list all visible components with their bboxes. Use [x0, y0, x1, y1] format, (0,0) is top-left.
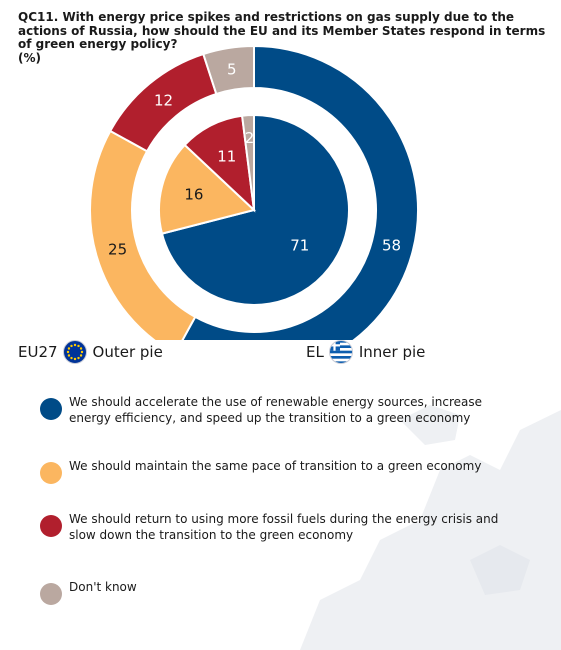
outer-label-dont-know: 5	[227, 61, 237, 79]
inner-slice-maintain	[158, 143, 257, 235]
inner-label-dont-know: 2	[245, 129, 255, 147]
outer-slice-accelerate	[181, 44, 419, 340]
outer-label-fossil: 12	[154, 92, 173, 110]
inner-label-accelerate: 71	[290, 237, 309, 255]
legend-item-accelerate: We should accelerate the use of renewabl…	[40, 394, 509, 426]
eu-flag-icon	[62, 340, 87, 364]
inner-label-maintain: 16	[184, 186, 203, 204]
inner-slice-dont-know	[240, 113, 255, 211]
outer-ring	[89, 44, 419, 340]
outer-label-maintain: 25	[108, 241, 127, 259]
donut-chart: 58 25 12 5 71 16 11 2	[89, 44, 419, 340]
title-block: QC11. With energy price spikes and restr…	[18, 10, 548, 65]
legend-swatch	[40, 583, 62, 605]
slice-labels: 58 25 12 5 71 16 11 2	[108, 61, 401, 259]
legend-swatch	[40, 398, 62, 420]
outer-slice-dont-know	[202, 44, 255, 96]
legend-swatch	[40, 515, 62, 537]
unit-label: (%)	[18, 50, 41, 65]
legend-label: We should accelerate the use of renewabl…	[69, 395, 483, 425]
inner-slice-accelerate	[160, 113, 350, 306]
outer-label: Outer pie	[92, 343, 163, 361]
legend-inner-key: EL Inner pie	[306, 339, 425, 365]
legend-item-maintain: We should maintain the same pace of tran…	[40, 458, 509, 484]
chart-title: QC11. With energy price spikes and restr…	[18, 10, 546, 51]
inner-slice-fossil	[183, 114, 256, 213]
outer-code: EU27	[18, 343, 58, 361]
legend-item-fossil: We should return to using more fossil fu…	[40, 511, 509, 543]
outer-label-accelerate: 58	[382, 236, 401, 254]
greece-flag-icon	[328, 340, 353, 364]
inner-label-fossil: 11	[217, 148, 236, 166]
legend-swatch	[40, 462, 62, 484]
inner-pie	[158, 113, 350, 306]
legend-label: Don't know	[69, 580, 137, 594]
inner-label: Inner pie	[358, 343, 426, 361]
legend-outer-key: EU27 Outer pie	[18, 339, 163, 365]
legend-label: We should maintain the same pace of tran…	[69, 459, 482, 473]
legend-item-dont-know: Don't know	[40, 579, 509, 605]
legend-label: We should return to using more fossil fu…	[69, 512, 499, 542]
inner-code: EL	[306, 343, 324, 361]
